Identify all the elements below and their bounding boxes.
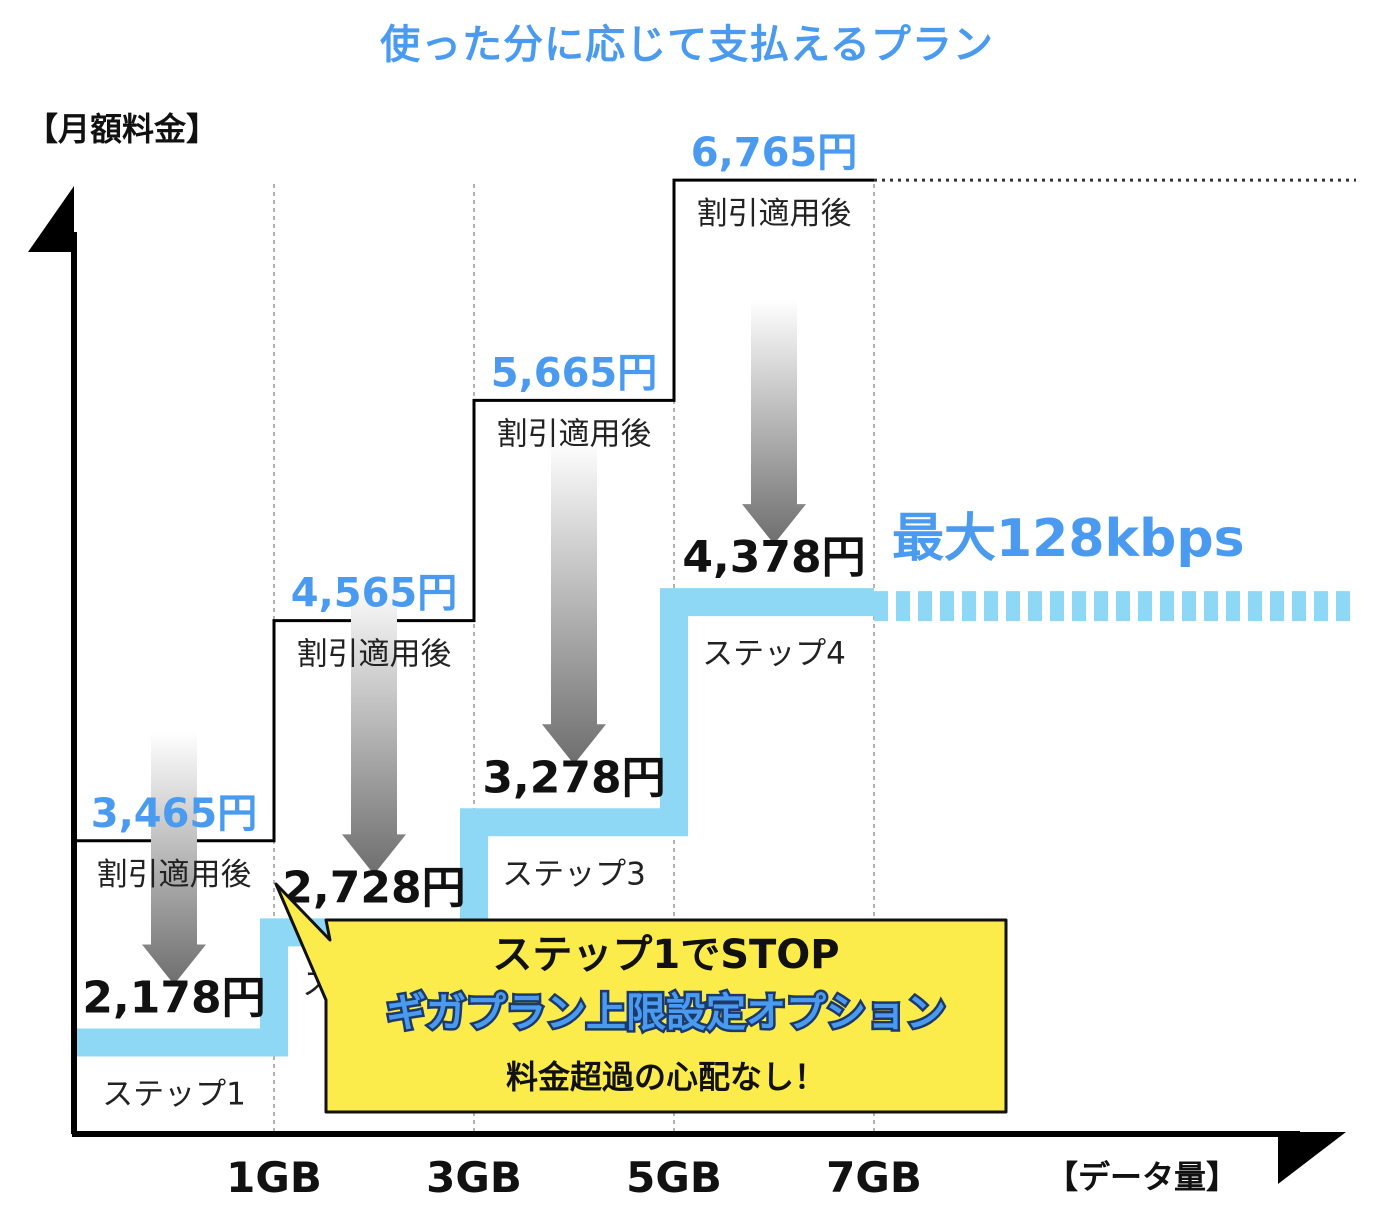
- y-axis-arrowhead: [28, 186, 74, 252]
- after-price-label: 2,728円: [282, 862, 465, 913]
- y-axis-label: 【月額料金】: [26, 110, 218, 148]
- discount-label: 割引適用後: [97, 857, 252, 893]
- step-labels: 3,465円割引適用後2,178円ステップ14,565円割引適用後2,728円ス…: [82, 130, 865, 1112]
- discount-arrow: [142, 732, 206, 985]
- discount-label: 割引適用後: [297, 637, 452, 673]
- callout-line-1: ステップ1でSTOP: [492, 932, 839, 978]
- before-price-label: 6,765円: [691, 130, 858, 176]
- x-tick-label: 7GB: [826, 1153, 922, 1202]
- chart-title: 使った分に応じて支払えるプラン: [380, 22, 994, 68]
- x-tick-label: 3GB: [426, 1153, 522, 1202]
- stop-callout: ステップ1でSTOP ギガプラン上限設定オプション 料金超過の心配なし！: [274, 882, 1008, 1114]
- discount-label: 割引適用後: [697, 196, 852, 232]
- x-tick-label: 5GB: [626, 1153, 722, 1202]
- after-discount-steps: [74, 588, 1356, 1057]
- step-name-label: ステップ1: [102, 1077, 246, 1113]
- discount-arrow: [542, 440, 606, 765]
- discount-arrows: [142, 300, 806, 985]
- before-discount-line: [74, 178, 874, 843]
- after-price-label: 3,278円: [482, 752, 665, 803]
- step-name-label: ステップ4: [702, 636, 846, 672]
- x-tick-label: 1GB: [226, 1153, 322, 1202]
- before-price-label: 4,565円: [291, 571, 458, 617]
- step-name-label: ステップ3: [502, 856, 646, 892]
- after-price-label: 2,178円: [82, 973, 265, 1024]
- x-axis-arrowhead: [1278, 1132, 1346, 1184]
- discount-arrow: [742, 300, 806, 545]
- x-axis-label: 【データ量】: [1046, 1158, 1238, 1196]
- after-price-label: 4,378円: [682, 532, 865, 583]
- after-discount-line: [74, 588, 874, 1057]
- callout-line-3: 料金超過の心配なし！: [506, 1058, 826, 1096]
- callout-line-2: ギガプラン上限設定オプション: [386, 990, 946, 1036]
- x-tick-labels: 1GB 3GB 5GB 7GB: [226, 1153, 922, 1202]
- callout-bubble: [274, 882, 1008, 1114]
- discount-arrow: [342, 580, 406, 875]
- speed-limit-label: 最大128kbps: [892, 509, 1245, 569]
- before-price-label: 3,465円: [91, 791, 258, 837]
- discount-label: 割引適用後: [497, 416, 652, 452]
- before-discount-steps: [74, 178, 1356, 843]
- before-price-label: 5,665円: [491, 350, 658, 396]
